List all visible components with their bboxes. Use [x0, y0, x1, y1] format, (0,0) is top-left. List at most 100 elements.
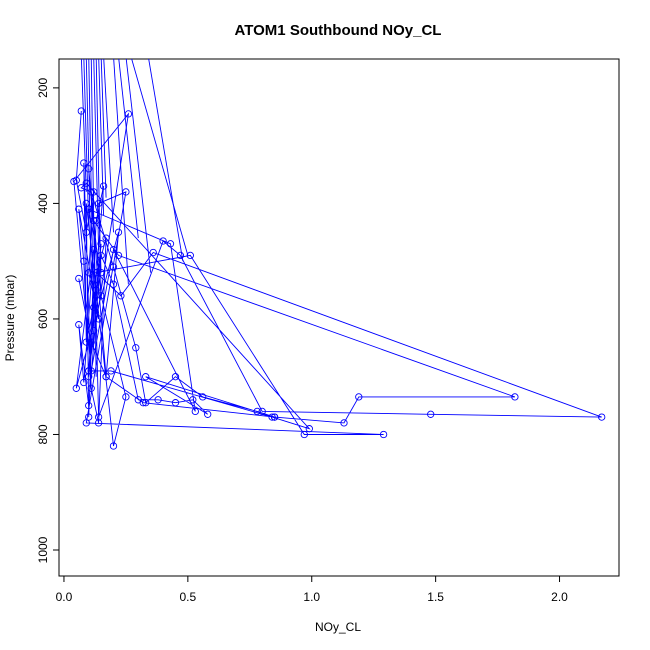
data-point	[117, 292, 125, 300]
data-point	[109, 442, 118, 450]
series-segment	[95, 59, 102, 296]
data-point	[204, 410, 212, 418]
data-point	[87, 338, 95, 346]
data-point	[94, 419, 103, 427]
data-point	[75, 321, 83, 329]
data-point	[82, 419, 90, 427]
data-point	[82, 338, 90, 346]
series-segment	[100, 59, 107, 198]
y-tick-label: 400	[36, 193, 50, 213]
x-tick-label: 0.5	[180, 590, 197, 604]
y-tick-label: 800	[36, 424, 50, 444]
data-point	[598, 413, 606, 421]
data-point	[186, 251, 194, 260]
data-point	[94, 413, 103, 421]
data-point	[102, 234, 110, 242]
series-segment	[90, 59, 97, 377]
data-point	[87, 384, 95, 392]
x-tick-label: 1.5	[427, 590, 444, 604]
data-point	[122, 393, 130, 401]
data-point	[75, 274, 83, 283]
data-point	[355, 393, 363, 401]
series-line	[73, 110, 602, 447]
data-point	[114, 251, 123, 260]
x-tick-label: 0.0	[56, 590, 73, 604]
data-point	[253, 407, 261, 416]
data-point	[102, 373, 110, 381]
data-point	[268, 413, 276, 421]
upper-profile-lines	[80, 59, 189, 377]
data-point	[132, 344, 140, 352]
x-tick-label: 1.0	[303, 590, 320, 604]
data-point	[99, 182, 108, 190]
data-point	[171, 399, 180, 407]
data-point	[142, 373, 150, 381]
data-point	[90, 280, 98, 288]
y-tick-label: 200	[36, 78, 50, 98]
data-point	[166, 240, 175, 248]
data-point	[154, 396, 162, 404]
series-segment	[88, 59, 95, 325]
x-tick-label: 2.0	[551, 590, 568, 604]
series-segment	[93, 59, 100, 250]
data-point	[300, 430, 308, 439]
data-point	[340, 419, 348, 427]
data-point	[77, 107, 85, 115]
data-point	[258, 407, 266, 416]
data-point	[85, 367, 93, 375]
y-tick-label: 1000	[36, 536, 50, 563]
data-point	[107, 367, 115, 375]
series-segment	[80, 59, 87, 192]
data-point	[70, 177, 78, 186]
data-point	[139, 399, 147, 407]
data-point	[171, 373, 180, 381]
data-point	[80, 257, 88, 265]
x-axis-label: NOy_CL	[315, 620, 361, 634]
data-point	[85, 401, 93, 410]
data-point	[109, 263, 118, 271]
data-point	[90, 326, 98, 335]
data-point	[191, 407, 199, 416]
y-tick-label: 600	[36, 309, 50, 329]
data-point	[114, 228, 123, 236]
data-point	[85, 269, 93, 277]
series-segment	[131, 59, 189, 256]
data-point	[77, 184, 85, 192]
data-point	[87, 367, 95, 375]
plot-area	[70, 59, 606, 450]
series-segment	[113, 59, 129, 285]
series-segment	[103, 59, 114, 233]
data-point	[159, 237, 167, 245]
data-point	[75, 205, 83, 213]
data-point	[82, 228, 90, 236]
data-point	[72, 384, 80, 392]
data-point	[94, 199, 103, 208]
y-axis-label: Pressure (mbar)	[3, 275, 17, 362]
data-point	[142, 399, 150, 407]
chart-title: ATOM1 Southbound NOy_CL	[235, 22, 442, 39]
data-point	[199, 393, 207, 401]
series-segment	[148, 59, 184, 262]
series-segment	[125, 59, 152, 273]
data-point	[97, 251, 105, 260]
data-point	[379, 430, 388, 439]
data-point	[80, 378, 88, 387]
series-segment	[118, 59, 139, 239]
y-axis: 200 400 600 800 1000	[36, 78, 59, 563]
data-point	[305, 425, 313, 433]
data-point	[109, 280, 118, 288]
data-point	[427, 410, 435, 418]
series-segment	[83, 59, 90, 227]
data-point	[109, 245, 118, 254]
plot-frame	[58, 58, 620, 577]
data-point	[189, 396, 197, 404]
data-point	[97, 240, 105, 248]
series-segment	[85, 59, 92, 273]
data-point	[270, 413, 279, 421]
data-point	[511, 393, 519, 401]
x-axis: 0.0 0.5 1.0 1.5 2.0	[56, 576, 568, 604]
series-segment	[98, 59, 105, 215]
data-point	[176, 251, 185, 260]
data-point	[149, 248, 157, 257]
